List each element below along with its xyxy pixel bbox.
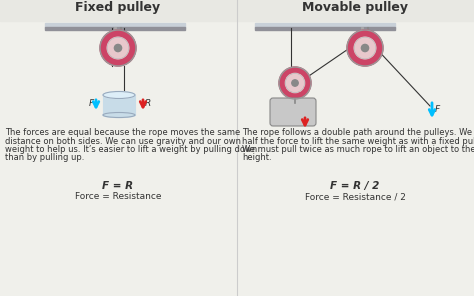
Bar (45, 23, 185, 28)
Circle shape (292, 80, 298, 86)
Text: half the force to lift the same weight as with a fixed pulley.: half the force to lift the same weight a… (242, 136, 474, 146)
Bar (45, 27, 185, 30)
Circle shape (100, 30, 136, 66)
Text: than by pulling up.: than by pulling up. (5, 154, 84, 163)
Ellipse shape (103, 91, 135, 99)
Ellipse shape (103, 112, 135, 118)
Circle shape (107, 37, 129, 59)
Circle shape (361, 44, 369, 52)
Text: F: F (435, 104, 440, 113)
Text: height.: height. (242, 154, 272, 163)
Text: F = R / 2: F = R / 2 (330, 181, 380, 191)
FancyBboxPatch shape (270, 98, 316, 126)
Bar (103, 95, 135, 115)
Text: R: R (145, 99, 151, 107)
Bar (0, 0, 474, 21)
Circle shape (114, 44, 122, 52)
Circle shape (279, 67, 311, 99)
Text: Force = Resistance / 2: Force = Resistance / 2 (305, 192, 405, 201)
Circle shape (347, 30, 383, 66)
Text: distance on both sides. We can use gravity and our own: distance on both sides. We can use gravi… (5, 136, 241, 146)
Text: R: R (307, 118, 313, 126)
Text: We must pull twice as much rope to lift an object to the same: We must pull twice as much rope to lift … (242, 145, 474, 154)
Circle shape (354, 37, 376, 59)
Circle shape (285, 73, 305, 93)
Text: The rope follows a double path around the pulleys. We need: The rope follows a double path around th… (242, 128, 474, 137)
Text: F = R: F = R (102, 181, 134, 191)
Text: Fixed pulley: Fixed pulley (75, 1, 161, 14)
Text: The forces are equal because the rope moves the same: The forces are equal because the rope mo… (5, 128, 240, 137)
Text: Movable pulley: Movable pulley (302, 1, 408, 14)
Text: F: F (89, 99, 94, 107)
Bar (255, 27, 395, 30)
Text: weight to help us. It’s easier to lift a weight by pulling down: weight to help us. It’s easier to lift a… (5, 145, 257, 154)
Bar (255, 23, 395, 28)
Text: Force = Resistance: Force = Resistance (75, 192, 161, 201)
